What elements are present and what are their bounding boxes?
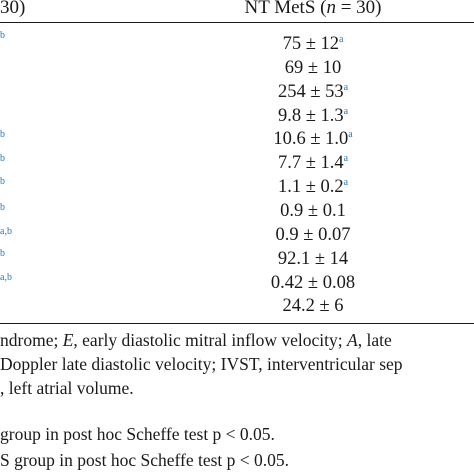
footnote-abbreviations-1: ndrome; E, early diastolic mitral inflow…	[0, 330, 392, 350]
table-row: 24.2 ± 6	[282, 296, 344, 316]
table-row: 92.1 ± 14	[277, 249, 349, 269]
left-sup-1: b	[0, 30, 5, 41]
table-row: 1.1 ± 0.2a	[277, 176, 349, 197]
table-row: 0.9 ± 0.07	[275, 225, 351, 245]
footnote-abbreviations-2: Doppler late diastolic velocity; IVST, i…	[0, 354, 403, 374]
footnote-significance-a: group in post hoc Scheffe test p < 0.05.	[0, 424, 275, 444]
left-sup-2: b	[0, 129, 5, 140]
table-row: 254 ± 53a	[277, 81, 349, 102]
left-sup-6: a,b	[0, 226, 12, 237]
left-sup-3: b	[0, 153, 5, 164]
nt-mets-column-header: NT MetS (n = 30)	[244, 0, 382, 18]
table-row: 75 ± 12a	[282, 33, 344, 54]
left-sup-4: b	[0, 176, 5, 187]
left-sup-8: a,b	[0, 272, 12, 283]
table-row: 9.8 ± 1.3a	[277, 105, 349, 126]
table-row: 69 ± 10	[284, 58, 342, 78]
left-column-header-fragment: 30)	[0, 0, 26, 18]
table-row: 0.42 ± 0.08	[270, 273, 356, 293]
table-bottom-rule	[0, 323, 474, 324]
table-row: 10.6 ± 1.0a	[273, 128, 353, 149]
table-row: 0.9 ± 0.1	[280, 201, 346, 221]
footnote-significance-b: S group in post hoc Scheffe test p < 0.0…	[0, 450, 290, 470]
table-row: 7.7 ± 1.4a	[277, 152, 349, 173]
left-sup-7: b	[0, 248, 5, 259]
left-sup-5: b	[0, 202, 5, 213]
header-rule	[0, 22, 474, 23]
footnote-abbreviations-3: , left atrial volume.	[0, 378, 134, 398]
